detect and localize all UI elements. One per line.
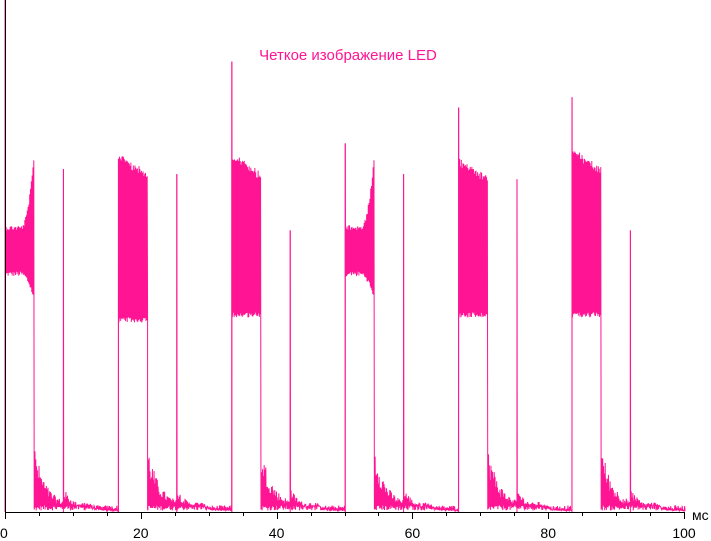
x-tick-label: 100 bbox=[672, 525, 696, 541]
x-tick-label: 0 bbox=[0, 525, 8, 541]
chart-title: Четкое изображение LED bbox=[259, 47, 437, 64]
x-tick-label: 60 bbox=[405, 525, 421, 541]
x-tick-label: 40 bbox=[269, 525, 285, 541]
x-tick-label: 80 bbox=[540, 525, 556, 541]
x-ticks: 0 20 40 60 80 100 bbox=[0, 512, 696, 541]
plot-area bbox=[4, 0, 686, 513]
x-axis-unit: мс bbox=[692, 507, 709, 523]
x-tick-label: 20 bbox=[133, 525, 149, 541]
